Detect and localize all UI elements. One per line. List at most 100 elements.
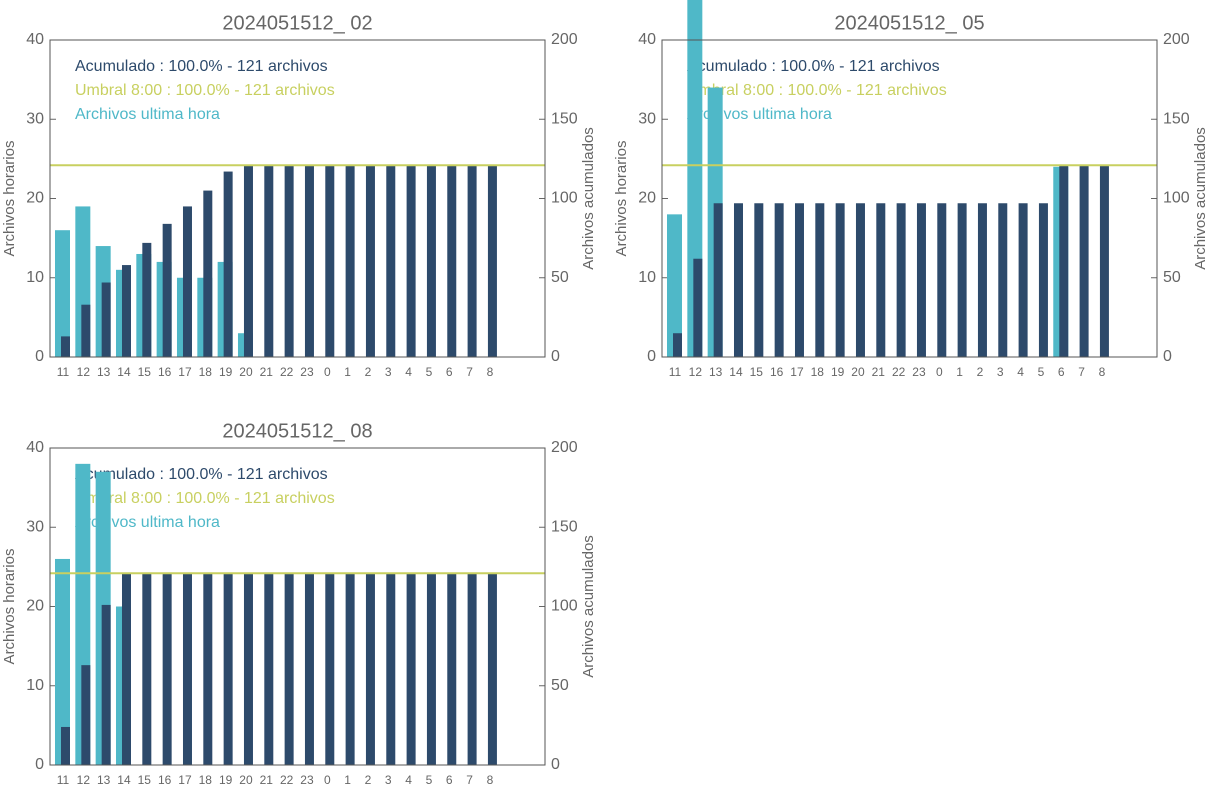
y2-tick-label: 100 [551, 190, 578, 207]
bar [182, 206, 192, 357]
x-tick-label: 23 [300, 773, 314, 787]
y-axis-label: Archivos horarios [613, 141, 630, 257]
x-tick-label: 18 [199, 365, 213, 379]
bar [467, 165, 477, 357]
bar [447, 165, 457, 357]
bar [693, 258, 703, 357]
legend-entry: Archivos ultima hora [75, 106, 220, 123]
x-tick-label: 0 [324, 773, 331, 787]
x-tick-label: 17 [178, 365, 192, 379]
legend-entry: Umbral 8:00 : 100.0% - 121 archivos [687, 82, 947, 99]
chart-panel: 2024051512_ 08 Archivos horarios Archivos … [1, 420, 597, 787]
bar [487, 165, 497, 357]
chart-panel: 2024051512_ 05 Archivos horarios Archivos … [613, 0, 1206, 379]
bar [284, 165, 294, 357]
x-tick-label: 0 [324, 365, 331, 379]
x-tick-label: 13 [709, 365, 723, 379]
bar [121, 573, 131, 765]
bar [61, 726, 70, 765]
y2-tick-label: 0 [551, 756, 560, 773]
y-tick-label: 0 [647, 348, 656, 365]
x-tick-label: 13 [97, 365, 111, 379]
x-tick-label: 19 [219, 773, 233, 787]
x-tick-label: 11 [57, 365, 70, 379]
bar [937, 203, 947, 357]
y2-tick-label: 0 [551, 348, 560, 365]
bar [467, 573, 477, 765]
bar [243, 573, 253, 765]
bar [1099, 165, 1109, 357]
bar [345, 573, 355, 765]
bar [1038, 203, 1048, 357]
bar [61, 336, 70, 357]
bar [121, 265, 131, 357]
y2-tick-label: 150 [1163, 110, 1190, 127]
x-tick-label: 18 [199, 773, 213, 787]
bar [426, 573, 436, 765]
x-tick-label: 17 [178, 773, 192, 787]
x-tick-label: 14 [729, 365, 743, 379]
y2-axis-label: Archivos acumulados [580, 127, 597, 270]
x-tick-label: 3 [385, 365, 392, 379]
x-tick-label: 1 [956, 365, 963, 379]
y2-tick-label: 200 [1163, 31, 1190, 48]
x-tick-label: 23 [912, 365, 926, 379]
bar [754, 203, 764, 357]
x-tick-label: 21 [260, 365, 274, 379]
x-tick-label: 19 [831, 365, 845, 379]
bar [325, 165, 335, 357]
bar [55, 558, 70, 765]
legend-entry: Archivos ultima hora [687, 106, 832, 123]
bar [977, 203, 987, 357]
bar [81, 665, 91, 765]
x-tick-label: 18 [811, 365, 825, 379]
bar [426, 165, 436, 357]
x-tick-label: 8 [487, 773, 494, 787]
bar [81, 304, 91, 357]
x-tick-label: 23 [300, 365, 314, 379]
x-tick-label: 4 [405, 773, 412, 787]
x-tick-label: 13 [97, 773, 111, 787]
bar [733, 203, 743, 357]
bar [447, 573, 457, 765]
x-tick-label: 17 [790, 365, 804, 379]
chart-title: 2024051512_ 05 [834, 12, 984, 34]
bar [264, 165, 274, 357]
x-tick-label: 5 [426, 365, 433, 379]
y2-tick-label: 100 [1163, 190, 1190, 207]
plot-frame [661, 39, 1158, 358]
y-tick-label: 20 [26, 598, 44, 615]
x-tick-label: 4 [1017, 365, 1024, 379]
y2-tick-label: 50 [551, 677, 569, 694]
y-tick-label: 10 [26, 269, 44, 286]
bar [998, 203, 1008, 357]
legend-entry: Acumulado : 100.0% - 121 archivos [75, 466, 328, 483]
bar [304, 165, 314, 357]
y2-axis-label: Archivos acumulados [1192, 127, 1206, 270]
y-axis-label: Archivos horarios [1, 141, 18, 257]
x-tick-label: 12 [689, 365, 703, 379]
y2-tick-label: 150 [551, 518, 578, 535]
bar [162, 573, 172, 765]
x-tick-label: 3 [997, 365, 1004, 379]
y2-tick-label: 100 [551, 598, 578, 615]
x-tick-label: 19 [219, 365, 233, 379]
y-tick-label: 30 [638, 110, 656, 127]
bar [1079, 165, 1089, 357]
chart-panel: 2024051512_ 02 Archivos horarios Archivos … [1, 12, 597, 379]
bar [1059, 165, 1069, 357]
bar [855, 203, 865, 357]
y2-tick-label: 200 [551, 31, 578, 48]
x-tick-label: 2 [977, 365, 984, 379]
x-tick-label: 5 [426, 773, 433, 787]
y2-tick-label: 50 [551, 269, 569, 286]
bar [365, 165, 375, 357]
x-tick-label: 8 [1099, 365, 1106, 379]
x-tick-label: 7 [1078, 365, 1085, 379]
legend-entry: Umbral 8:00 : 100.0% - 121 archivos [75, 82, 335, 99]
y2-tick-label: 50 [1163, 269, 1181, 286]
bar [101, 282, 111, 357]
x-tick-label: 1 [344, 365, 351, 379]
bar [223, 171, 233, 357]
x-tick-label: 16 [158, 773, 172, 787]
